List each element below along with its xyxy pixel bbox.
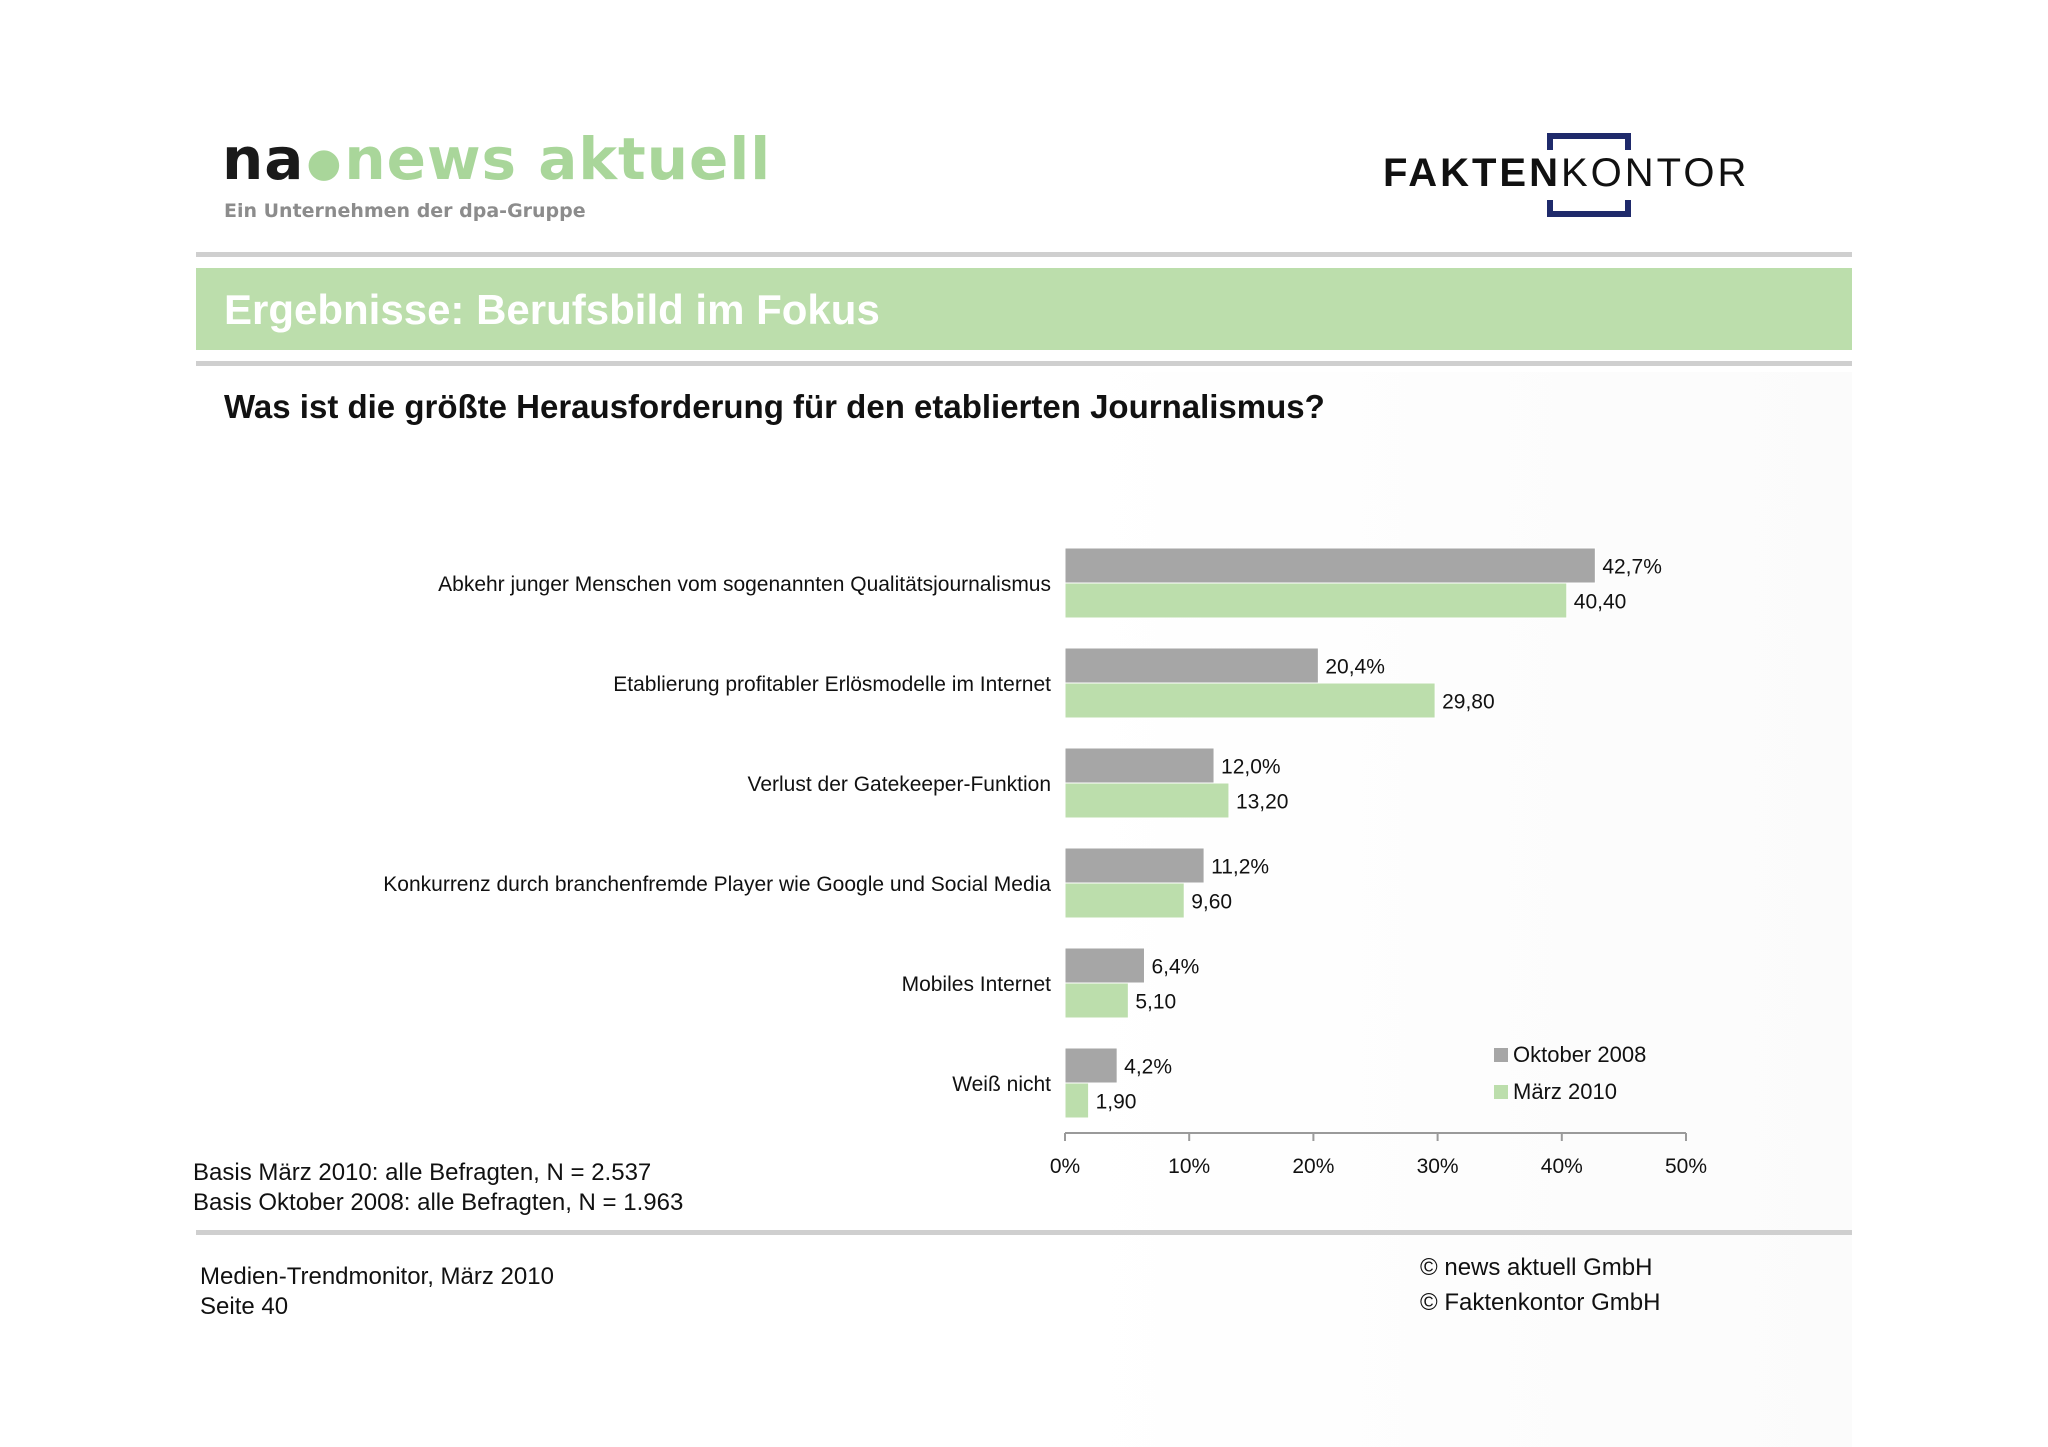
faktenkontor-wordmark: FAKTENKONTOR <box>1383 153 1749 193</box>
wordmark-light: KONTOR <box>1561 151 1750 195</box>
footer-source: Medien-Trendmonitor, März 2010 Seite 40 <box>200 1262 554 1322</box>
logo-dot-icon: ● <box>306 139 343 186</box>
survey-question: Was ist die größte Herausforderung für d… <box>224 388 1325 425</box>
category-label: Weiß nicht <box>952 1073 1051 1096</box>
data-label: 11,2% <box>1211 856 1269 879</box>
legend-label: März 2010 <box>1513 1079 1617 1104</box>
category-label: Abkehr junger Menschen vom sogenannten Q… <box>438 573 1051 596</box>
x-tick-label: 10% <box>1168 1155 1210 1178</box>
category-label: Konkurrenz durch branchenfremde Player w… <box>383 873 1051 896</box>
copyright-line: © Faktenkontor GmbH <box>1420 1289 1661 1316</box>
x-tick-label: 0% <box>1050 1155 1080 1178</box>
logo-bracket-icon <box>1547 133 1631 217</box>
news-aktuell-logo: na●news aktuell <box>222 130 771 188</box>
data-label: 29,80 <box>1442 691 1495 714</box>
copyright-line: © news aktuell GmbH <box>1420 1254 1653 1281</box>
bar-maerz-2010 <box>1064 882 1185 919</box>
bar-maerz-2010 <box>1064 582 1568 619</box>
legend-label: Oktober 2008 <box>1513 1042 1646 1067</box>
logo-mark-text: na <box>222 125 305 193</box>
basis-line: Basis Oktober 2008: alle Befragten, N = … <box>193 1189 684 1216</box>
data-label: 9,60 <box>1191 891 1232 914</box>
bar-maerz-2010 <box>1064 982 1129 1019</box>
bar-maerz-2010 <box>1064 682 1436 719</box>
bar-oktober-2008 <box>1064 547 1596 584</box>
top-rule <box>196 252 1852 257</box>
bar-oktober-2008 <box>1064 647 1319 684</box>
data-label: 1,90 <box>1096 1091 1137 1114</box>
x-tick-label: 20% <box>1292 1155 1334 1178</box>
category-label: Etablierung profitabler Erlösmodelle im … <box>613 673 1051 696</box>
title-band: Ergebnisse: Berufsbild im Fokus <box>196 268 1852 350</box>
title-rule <box>196 361 1852 366</box>
legend-swatch-maerz-2010 <box>1494 1085 1508 1099</box>
bar-oktober-2008 <box>1064 847 1205 884</box>
footer-rule <box>196 1230 1852 1235</box>
footer-line: Seite 40 <box>200 1293 289 1320</box>
data-label: 20,4% <box>1325 656 1385 679</box>
data-label: 4,2% <box>1124 1056 1172 1079</box>
wordmark-strong: FAKTEN <box>1383 151 1561 195</box>
bar-oktober-2008 <box>1064 947 1145 984</box>
bar-oktober-2008 <box>1064 747 1215 784</box>
logo-name-text: news aktuell <box>344 125 772 193</box>
footer-line: Medien-Trendmonitor, März 2010 <box>200 1263 554 1290</box>
data-label: 40,40 <box>1574 591 1627 614</box>
data-label: 12,0% <box>1221 756 1281 779</box>
x-tick-label: 30% <box>1417 1155 1459 1178</box>
category-label: Verlust der Gatekeeper-Funktion <box>748 773 1052 796</box>
x-tick-label: 40% <box>1541 1155 1583 1178</box>
basis-note: Basis März 2010: alle Befragten, N = 2.5… <box>193 1158 683 1218</box>
faktenkontor-logo: FAKTENKONTOR <box>1383 130 1803 220</box>
bar-oktober-2008 <box>1064 1047 1118 1084</box>
logo-subtitle: Ein Unternehmen der dpa-Gruppe <box>224 200 586 222</box>
data-label: 13,20 <box>1236 791 1289 814</box>
data-label: 42,7% <box>1602 556 1662 579</box>
bar-maerz-2010 <box>1064 782 1230 819</box>
legend-swatch-oktober-2008 <box>1494 1048 1508 1062</box>
x-tick-label: 50% <box>1665 1155 1707 1178</box>
footer-copyright: © news aktuell GmbH © Faktenkontor GmbH <box>1420 1250 1660 1320</box>
data-label: 5,10 <box>1135 991 1176 1014</box>
bar-maerz-2010 <box>1064 1082 1090 1119</box>
data-label: 6,4% <box>1151 956 1199 979</box>
category-label: Mobiles Internet <box>902 973 1052 996</box>
basis-line: Basis März 2010: alle Befragten, N = 2.5… <box>193 1159 652 1186</box>
slide-title: Ergebnisse: Berufsbild im Fokus <box>224 286 880 333</box>
